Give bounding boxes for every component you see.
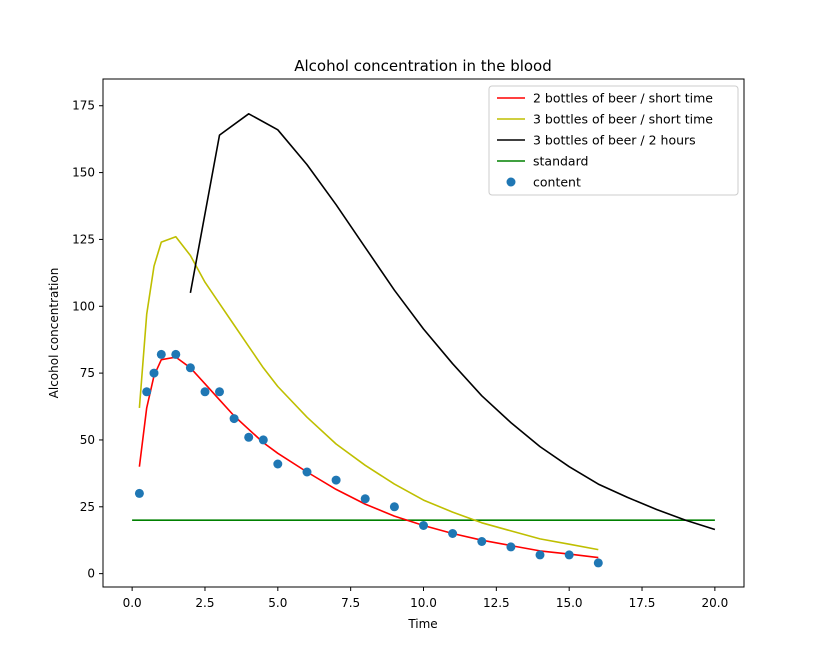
y-tick-label: 0 (87, 567, 95, 581)
x-tick-label: 17.5 (629, 596, 656, 610)
x-tick-label: 0.0 (123, 596, 142, 610)
y-axis-label: Alcohol concentration (47, 268, 61, 399)
y-tick-label: 100 (72, 299, 95, 313)
y-tick-label: 25 (80, 500, 95, 514)
data-point (593, 558, 603, 568)
y-axis: 0 25 50 75 100 125 150 175 (72, 99, 103, 581)
data-point (506, 542, 516, 552)
x-tick-label: 2.5 (195, 596, 214, 610)
data-point (535, 550, 545, 560)
data-point (215, 387, 224, 397)
data-point (229, 414, 239, 424)
data-point (134, 488, 144, 498)
data-point (156, 349, 166, 359)
series-line-3-bottles-of-beer-short-time (138, 235, 599, 551)
chart-title: Alcohol concentration in the blood (294, 57, 552, 75)
legend: 2 bottles of beer / short time 3 bottles … (488, 85, 739, 196)
data-point (360, 494, 370, 504)
data-point (149, 368, 159, 378)
legend-label: 3 bottles of beer / 2 hours (533, 133, 696, 148)
legend-box (488, 85, 739, 196)
legend-label: 3 bottles of beer / short time (533, 112, 713, 127)
legend-marker-swatch (506, 177, 516, 187)
data-point (564, 550, 574, 560)
y-tick-label: 150 (72, 166, 95, 180)
y-tick-label: 50 (80, 433, 95, 447)
data-point (142, 387, 152, 397)
x-axis-label: Time (407, 617, 437, 631)
x-tick-label: 7.5 (341, 596, 360, 610)
x-tick-label: 20.0 (702, 596, 729, 610)
legend-label: content (533, 175, 581, 190)
data-point (244, 432, 254, 442)
x-axis: 0.0 2.5 5.0 7.5 10.0 12.5 15.0 17.5 20.0 (123, 587, 729, 610)
series-line-3-bottles-of-beer-2-hours (189, 113, 716, 531)
series-line-2-bottles-of-beer-short-time (138, 356, 599, 559)
data-point (185, 363, 195, 373)
x-tick-label: 5.0 (268, 596, 287, 610)
x-tick-label: 10.0 (410, 596, 437, 610)
data-point (258, 435, 268, 445)
data-point (389, 502, 399, 512)
data-point (477, 537, 487, 546)
legend-label: 2 bottles of beer / short time (533, 91, 713, 106)
y-tick-label: 125 (72, 232, 95, 246)
y-tick-label: 175 (72, 99, 95, 113)
y-tick-label: 75 (80, 366, 95, 380)
data-point (171, 349, 181, 359)
x-tick-label: 12.5 (483, 596, 510, 610)
legend-label: standard (533, 154, 588, 169)
data-point (419, 521, 428, 530)
plot-area (132, 113, 716, 568)
data-point (302, 467, 312, 477)
data-point (200, 387, 210, 397)
data-point (331, 475, 341, 485)
data-point (273, 459, 283, 469)
x-tick-label: 15.0 (556, 596, 583, 610)
data-point (448, 529, 458, 538)
